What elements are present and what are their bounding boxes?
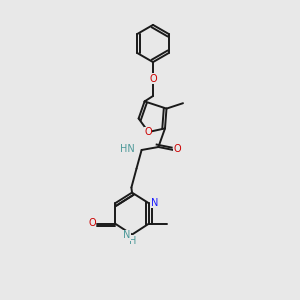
Text: O: O (149, 74, 157, 84)
Text: O: O (88, 218, 96, 229)
Text: HN: HN (120, 144, 135, 154)
Text: O: O (174, 144, 182, 154)
Text: H: H (129, 236, 137, 246)
Text: N: N (123, 230, 130, 240)
Text: O: O (144, 127, 152, 137)
Text: N: N (151, 198, 158, 208)
